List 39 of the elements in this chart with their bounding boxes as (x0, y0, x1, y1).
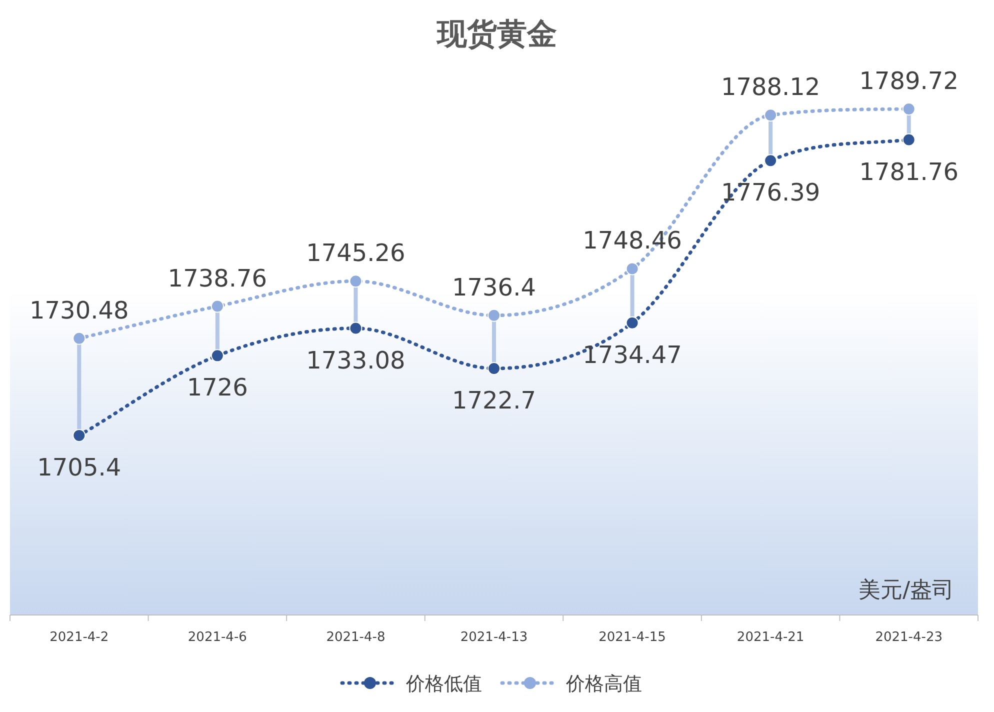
x-tick: 2021-4-2 (50, 630, 109, 645)
x-tick: 2021-4-8 (326, 630, 386, 645)
x-tick: 2021-4-6 (188, 630, 247, 645)
point (902, 133, 916, 146)
x-tick: 2021-4-21 (736, 630, 804, 645)
data-label: 1781.76 (859, 158, 958, 186)
data-label: 1748.46 (582, 226, 682, 255)
annotation: 美元/盎司 (858, 578, 954, 603)
data-label: 1733.08 (306, 346, 406, 374)
point (72, 428, 86, 442)
title: 现货黄金 (437, 17, 557, 52)
point (902, 102, 916, 116)
point (349, 322, 362, 335)
data-label: 1705.4 (37, 453, 122, 482)
data-label: 1736.4 (452, 273, 536, 302)
data-label: 1789.72 (859, 66, 958, 95)
point (210, 349, 224, 362)
point (72, 332, 86, 345)
point (488, 308, 500, 322)
data-label: 1734.47 (582, 340, 682, 369)
point (488, 362, 500, 375)
data-label: 1788.12 (720, 73, 820, 102)
data-label: 1730.48 (30, 296, 129, 324)
x-tick: 2021-4-13 (460, 630, 528, 645)
data-label: 1745.26 (306, 239, 406, 268)
point (210, 300, 224, 313)
data-label: 1776.39 (720, 178, 820, 207)
data-label: 1722.7 (452, 386, 536, 414)
data-label: 1726 (186, 374, 248, 402)
x-tick: 2021-4-23 (875, 630, 942, 645)
point (626, 316, 639, 330)
point (349, 274, 362, 288)
point (764, 108, 778, 122)
legend-label: 价格高值 (565, 673, 642, 695)
point (764, 154, 778, 168)
data-label: 1738.76 (168, 264, 268, 292)
point (626, 262, 639, 276)
x-tick: 2021-4-15 (598, 630, 666, 645)
legend-label: 价格低值 (405, 673, 482, 695)
